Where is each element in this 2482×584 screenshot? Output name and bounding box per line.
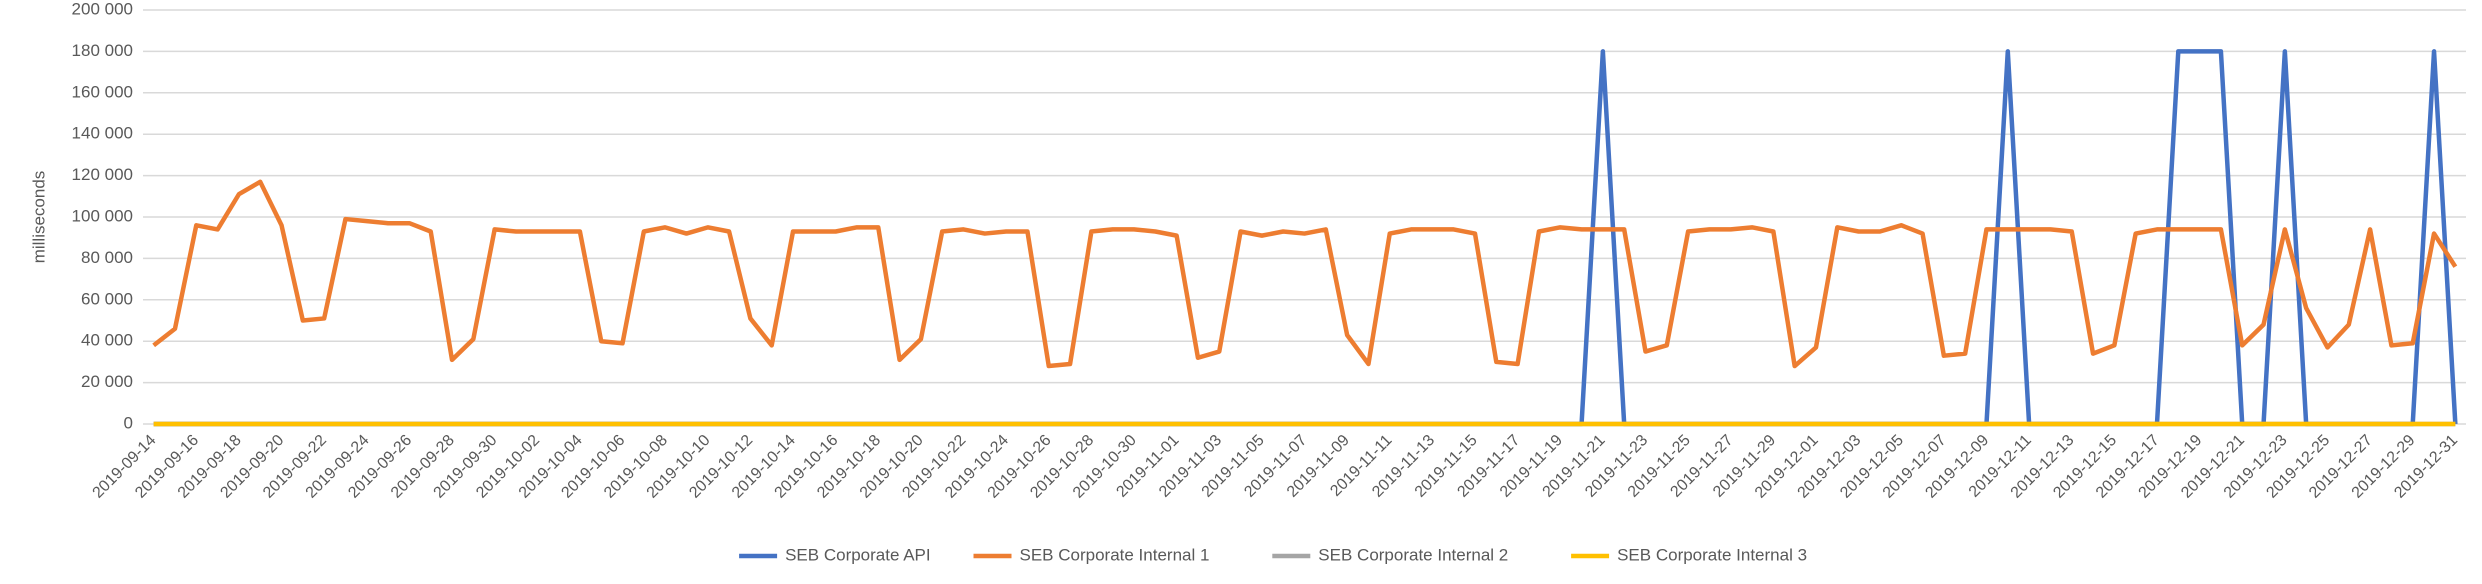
legend-label: SEB Corporate Internal 2: [1318, 545, 1508, 564]
y-tick-label: 180 000: [72, 41, 133, 60]
y-tick-label: 0: [124, 413, 133, 432]
y-tick-label: 80 000: [81, 248, 133, 267]
series-line: [152, 179, 2458, 369]
y-tick-label: 200 000: [72, 0, 133, 18]
y-axis-label: milliseconds: [29, 171, 48, 264]
legend-label: SEB Corporate Internal 1: [1020, 545, 1210, 564]
y-tick-label: 160 000: [72, 82, 133, 101]
y-tick-label: 40 000: [81, 331, 133, 350]
y-tick-label: 20 000: [81, 372, 133, 391]
legend-label: SEB Corporate API: [785, 545, 931, 564]
y-tick-label: 120 000: [72, 165, 133, 184]
y-tick-label: 60 000: [81, 289, 133, 308]
series-line: [153, 49, 2458, 427]
y-tick-label: 140 000: [72, 124, 133, 143]
y-tick-label: 100 000: [72, 206, 133, 225]
legend-label: SEB Corporate Internal 3: [1617, 545, 1807, 564]
